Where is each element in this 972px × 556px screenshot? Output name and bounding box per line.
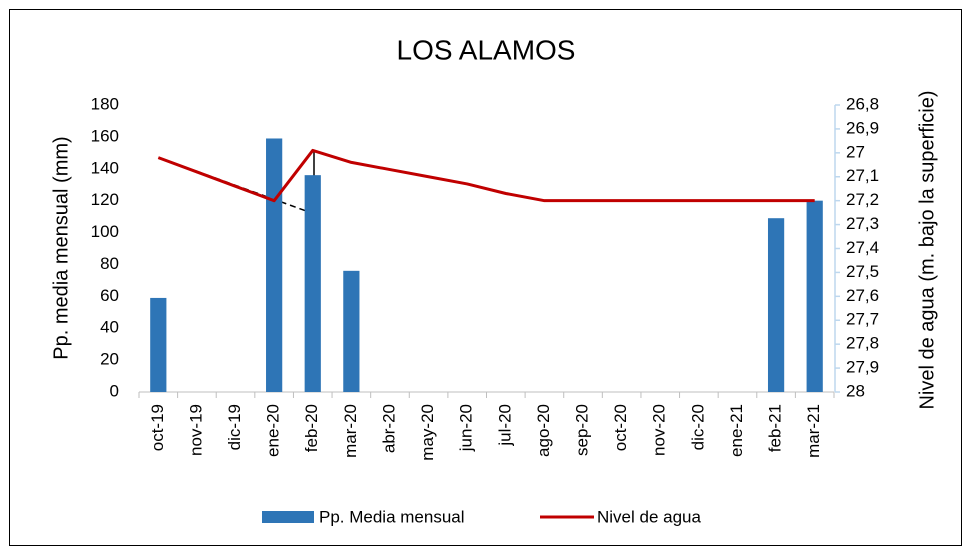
x-tick-label: feb-21: [766, 404, 785, 452]
x-tick-label: jul-20: [495, 404, 514, 447]
x-tick-label: dic-20: [688, 404, 707, 450]
bar: [806, 200, 823, 392]
y2-tick-label: 27,8: [846, 334, 879, 353]
line: [157, 148, 815, 203]
x-tick-label: ene-20: [264, 404, 283, 457]
legend-label: Pp. Media mensual: [319, 507, 465, 526]
x-tick-label: oct-19: [148, 404, 167, 451]
x-tick-label: mar-21: [804, 404, 823, 458]
y-tick-label: 80: [100, 254, 119, 273]
x-tick-label: feb-20: [302, 404, 321, 452]
x-tick-label: ene-21: [727, 404, 746, 457]
y2-tick-label: 27,3: [846, 214, 879, 233]
y-axis-label: Pp. media mensual (mm): [50, 136, 72, 359]
y-tick-label: 0: [110, 381, 119, 400]
y2-tick-label: 27,5: [846, 262, 879, 281]
y2-tick-label: 27,7: [846, 310, 879, 329]
x-tick-label: nov-19: [186, 404, 205, 456]
y-tick-label: 40: [100, 318, 119, 337]
y2-tick-label: 27,4: [846, 238, 879, 257]
y2-tick-label: 27,6: [846, 286, 879, 305]
x-tick-label: mar-20: [341, 404, 360, 458]
bar: [767, 218, 785, 392]
legend-label: Nivel de agua: [597, 507, 702, 526]
chart-title: LOS ALAMOS: [397, 34, 576, 65]
y2-tick-label: 27: [846, 142, 865, 161]
x-tick-label: ago-20: [534, 404, 553, 457]
x-tick-label: dic-19: [225, 404, 244, 450]
bar: [304, 175, 321, 392]
y-tick-label: 120: [91, 190, 119, 209]
x-tick-label: jun-20: [457, 404, 476, 452]
y-tick-label: 160: [91, 126, 119, 145]
y-tick-label: 180: [91, 94, 119, 113]
chart-border: [9, 9, 962, 546]
y-tick-label: 100: [91, 222, 119, 241]
x-tick-label: abr-20: [379, 404, 398, 453]
x-tick-label: oct-20: [611, 404, 630, 451]
x-tick-label: sep-20: [573, 404, 592, 456]
x-tick-label: may-20: [418, 404, 437, 461]
y2-tick-label: 28: [846, 381, 865, 400]
y-tick-label: 140: [91, 158, 119, 177]
bar: [343, 270, 360, 392]
legend-swatch: [262, 511, 314, 523]
y2-axis-label: Nivel de agua (m. bajo la superficie): [916, 90, 938, 409]
y2-tick-label: 27,2: [846, 190, 879, 209]
bar: [266, 138, 283, 392]
y2-tick-label: 27,1: [846, 166, 879, 185]
x-tick-label: nov-20: [650, 404, 669, 456]
bar: [150, 297, 167, 392]
y2-tick-label: 27,9: [846, 358, 879, 377]
y2-tick-label: 26,8: [846, 94, 879, 113]
y-tick-label: 20: [100, 350, 119, 369]
y2-tick-label: 26,9: [846, 118, 879, 137]
y-tick-label: 60: [100, 286, 119, 305]
